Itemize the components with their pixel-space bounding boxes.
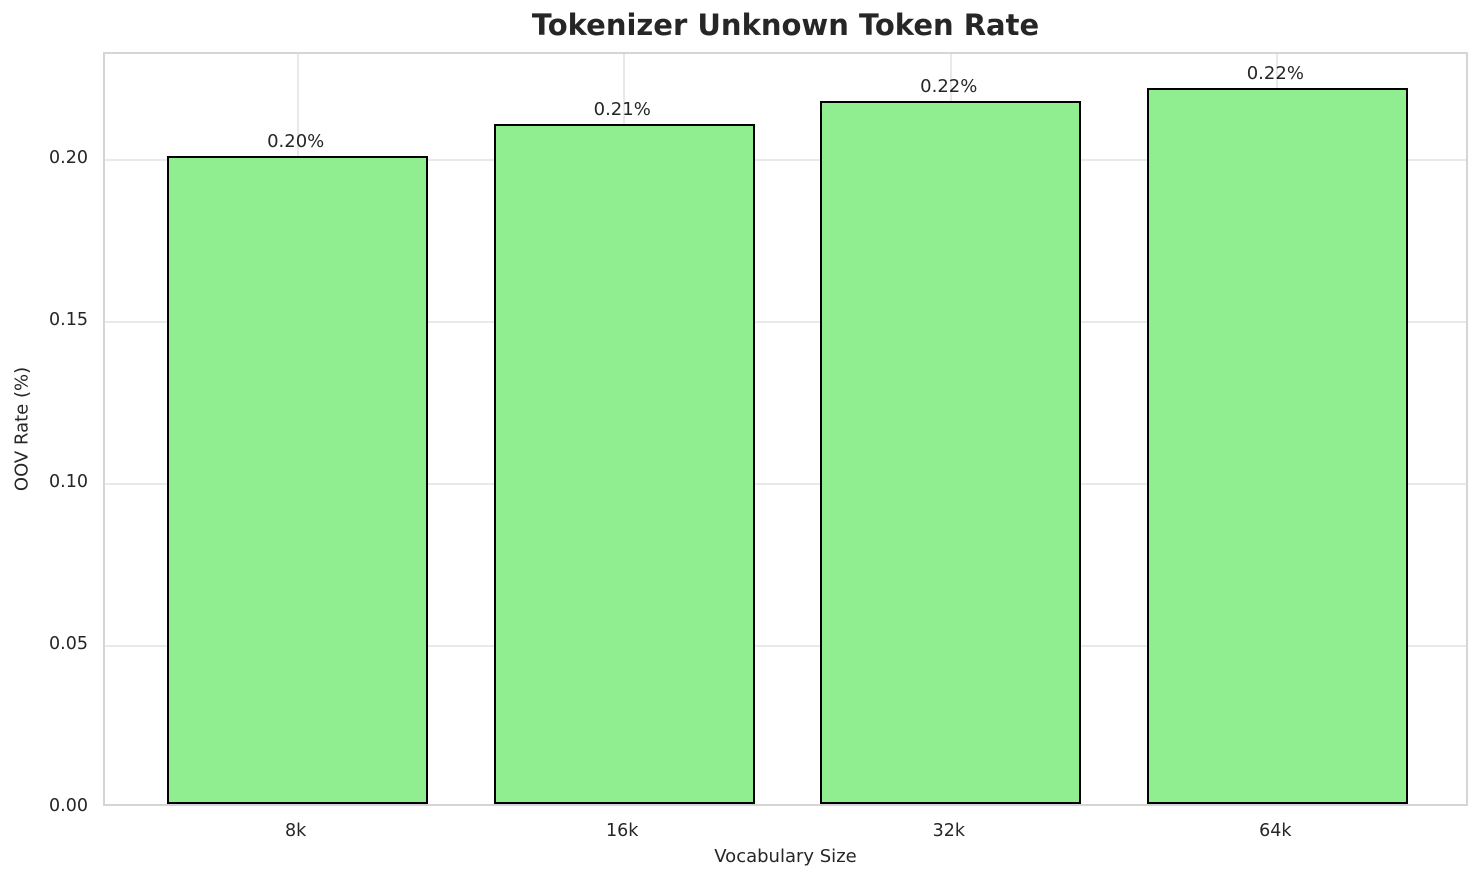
y-gridline — [105, 320, 1466, 323]
bar-value-label: 0.21% — [593, 98, 651, 120]
y-tick-label: 0.10 — [49, 471, 88, 492]
bar — [493, 123, 755, 804]
x-tick-label: 16k — [606, 821, 639, 841]
bar-value-label: 0.22% — [1246, 62, 1304, 84]
x-tick-label: 64k — [1259, 821, 1292, 841]
x-tick-label: 32k — [932, 821, 965, 841]
bar — [820, 100, 1082, 804]
chart-title: Tokenizer Unknown Token Rate — [531, 8, 1040, 42]
bar-value-label: 0.20% — [267, 130, 325, 152]
y-gridline — [105, 482, 1466, 485]
plot-area — [103, 52, 1468, 806]
x-tick-label: 8k — [285, 821, 307, 841]
bar — [1146, 87, 1408, 804]
y-tick-label: 0.20 — [49, 147, 88, 168]
y-gridline — [105, 644, 1466, 647]
bar-value-label: 0.22% — [920, 75, 978, 97]
y-gridline — [105, 158, 1466, 161]
y-tick-label: 0.00 — [49, 796, 88, 816]
x-axis-label: Vocabulary Size — [714, 846, 857, 867]
bar — [167, 155, 429, 804]
y-tick-label: 0.05 — [49, 633, 88, 654]
y-tick-label: 0.15 — [49, 309, 88, 330]
